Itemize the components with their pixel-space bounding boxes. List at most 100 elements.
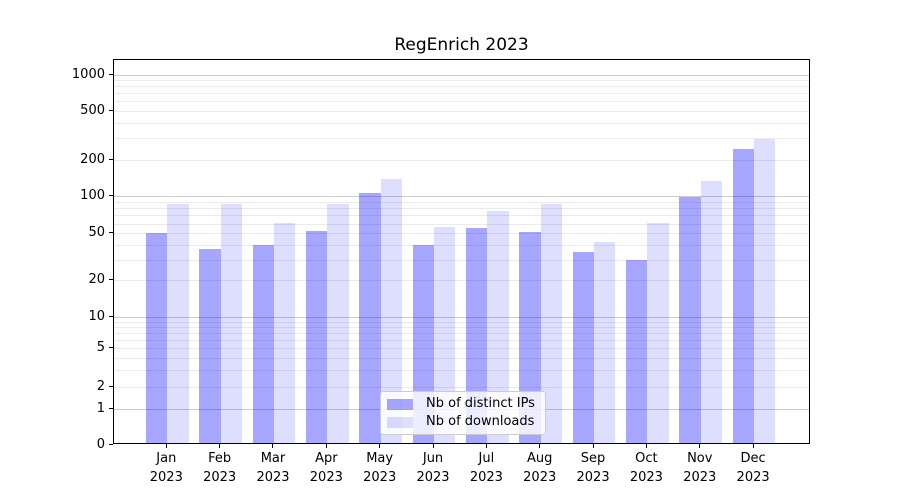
x-tick-label: Mar 2023 [256, 451, 290, 485]
minor-gridline [114, 93, 809, 95]
bar-distinct-ips-oct [626, 260, 648, 443]
y-tick-label: 1 [96, 401, 105, 416]
x-tick-mark [379, 444, 381, 448]
minor-gridline [114, 348, 809, 350]
legend-label-downloads: Nb of downloads [426, 414, 535, 429]
y-tick-mark [109, 158, 113, 160]
x-tick-label: May 2023 [363, 451, 397, 485]
y-tick-mark [109, 279, 113, 281]
x-tick-mark [752, 444, 754, 448]
bar-distinct-ips-may [359, 192, 381, 443]
y-tick-mark [109, 347, 113, 349]
minor-gridline [114, 233, 809, 235]
y-tick-mark [109, 315, 113, 317]
x-tick-label: Jan 2023 [149, 451, 183, 485]
minor-gridline [114, 86, 809, 88]
x-tick-label: Apr 2023 [309, 451, 343, 485]
plot-area [113, 59, 810, 444]
bar-distinct-ips-aug [519, 231, 541, 443]
y-tick-mark [109, 443, 113, 445]
minor-gridline [114, 244, 809, 246]
y-tick-mark [109, 408, 113, 409]
bar-downloads-feb [220, 204, 242, 443]
legend-item-distinct-ips: Nb of distinct IPs [387, 397, 539, 411]
bar-distinct-ips-nov [679, 196, 701, 443]
legend: Nb of distinct IPs Nb of downloads [380, 391, 546, 435]
legend-swatch-downloads [387, 416, 413, 428]
minor-gridline [114, 321, 809, 323]
x-tick-mark [219, 444, 221, 448]
x-tick-label: Jul 2023 [469, 451, 503, 485]
bar-downloads-aug [540, 204, 562, 443]
minor-gridline [114, 340, 809, 342]
x-tick-label: Feb 2023 [203, 451, 237, 485]
major-gridline [114, 74, 809, 76]
y-tick-label: 0 [96, 436, 105, 452]
y-tick-mark [109, 110, 113, 111]
major-gridline [114, 316, 809, 318]
x-tick-mark [165, 444, 167, 448]
minor-gridline [114, 370, 809, 372]
y-tick-label: 1000 [71, 66, 105, 82]
major-gridline [114, 196, 809, 198]
x-tick-mark [699, 444, 701, 448]
minor-gridline [114, 208, 809, 210]
minor-gridline [114, 280, 809, 282]
minor-gridline [114, 387, 809, 389]
bar-distinct-ips-feb [199, 249, 221, 443]
bar-distinct-ips-mar [252, 245, 274, 443]
bar-downloads-apr [327, 203, 349, 443]
minor-gridline [114, 111, 809, 112]
y-tick-label: 5 [96, 340, 105, 356]
legend-label-distinct-ips: Nb of distinct IPs [426, 396, 535, 411]
y-tick-label: 200 [80, 151, 105, 167]
x-tick-mark [539, 444, 541, 448]
minor-gridline [114, 101, 809, 103]
minor-gridline [114, 201, 809, 203]
y-tick-label: 2 [96, 379, 105, 395]
minor-gridline [114, 122, 809, 124]
bar-downloads-mar [273, 223, 296, 443]
minor-gridline [114, 159, 809, 161]
bar-distinct-ips-jan [146, 232, 168, 443]
y-tick-mark [109, 232, 113, 234]
minor-gridline [114, 259, 809, 261]
y-tick-mark [109, 386, 113, 388]
minor-gridline [114, 357, 809, 359]
bar-downloads-sep [594, 241, 616, 443]
bar-distinct-ips-sep [572, 252, 595, 443]
x-tick-label: Nov 2023 [683, 451, 717, 485]
minor-gridline [114, 333, 809, 335]
x-tick-mark [325, 444, 327, 448]
minor-gridline [114, 138, 809, 140]
x-tick-label: Sep 2023 [576, 451, 610, 485]
x-tick-label: Aug 2023 [523, 451, 557, 485]
x-tick-label: Oct 2023 [629, 451, 663, 485]
x-tick-mark [272, 444, 274, 448]
bar-downloads-nov [700, 180, 723, 443]
bar-downloads-jul [487, 210, 509, 443]
bar-downloads-dec [754, 139, 776, 443]
x-tick-mark [592, 444, 594, 448]
minor-gridline [114, 215, 809, 217]
y-tick-label: 500 [80, 103, 105, 118]
y-tick-label: 10 [88, 308, 105, 324]
bar-downloads-oct [647, 223, 669, 443]
x-tick-label: Dec 2023 [736, 451, 770, 485]
legend-item-downloads: Nb of downloads [387, 415, 539, 429]
x-tick-mark [485, 444, 487, 448]
bar-distinct-ips-apr [306, 230, 328, 443]
y-tick-label: 20 [88, 272, 105, 288]
minor-gridline [114, 223, 809, 225]
minor-gridline [114, 80, 809, 82]
bar-downloads-jan [167, 204, 189, 443]
bar-distinct-ips-jul [466, 227, 488, 443]
minor-gridline [114, 326, 809, 328]
x-tick-mark [645, 444, 647, 448]
y-tick-label: 50 [88, 225, 105, 241]
legend-swatch-distinct-ips [387, 398, 413, 410]
x-tick-mark [432, 444, 434, 448]
bar-downloads-may [380, 179, 402, 443]
y-tick-mark [109, 73, 113, 75]
x-tick-label: Jun 2023 [416, 451, 450, 485]
